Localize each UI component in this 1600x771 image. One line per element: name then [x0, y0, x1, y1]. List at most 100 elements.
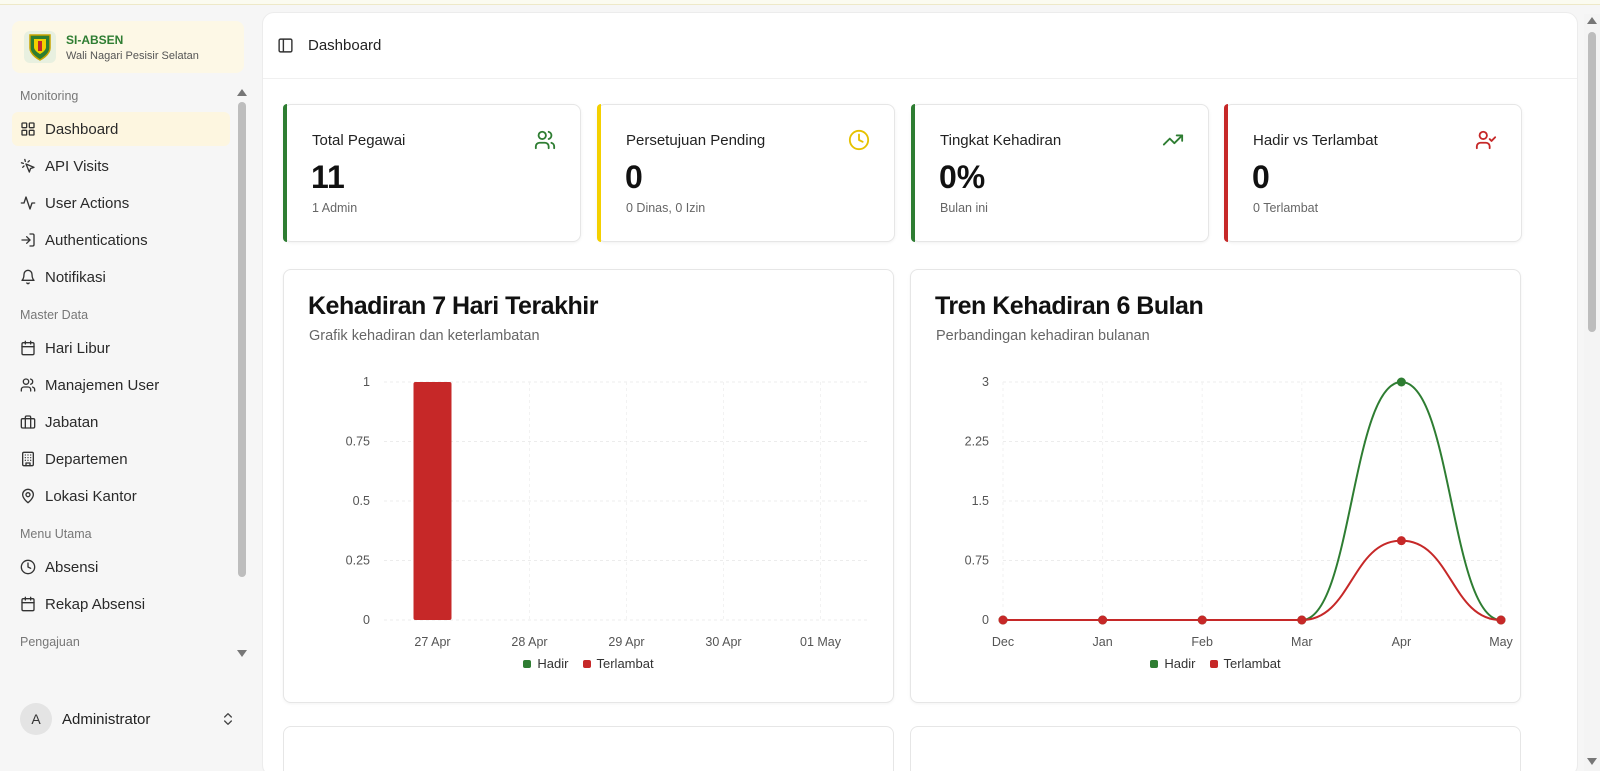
stat-title: Hadir vs Terlambat: [1253, 132, 1378, 149]
sidebar-item-authentications[interactable]: Authentications: [12, 223, 230, 257]
sidebar-toggle-icon[interactable]: [277, 37, 294, 54]
y-tick-label: 0: [982, 613, 989, 627]
sidebar-item-jabatan[interactable]: Jabatan: [12, 405, 230, 439]
scroll-up-icon[interactable]: [237, 89, 247, 96]
sidebar-item-label: Hari Libur: [45, 339, 111, 357]
stat-subtext: 0 Dinas, 0 Izin: [626, 201, 706, 215]
y-tick-label: 1: [363, 375, 370, 389]
legend-label: Terlambat: [1223, 656, 1281, 671]
sidebar-item-label: Rekap Absensi: [45, 595, 146, 613]
avatar: A: [20, 703, 52, 735]
sidebar-item-user-actions[interactable]: User Actions: [12, 186, 230, 220]
point-terlambat[interactable]: [1297, 615, 1307, 625]
sidebar-item-hari-libur[interactable]: Hari Libur: [12, 331, 230, 365]
legend-item-terlambat[interactable]: Terlambat: [1209, 656, 1281, 671]
sidebar-item-lokasi-kantor[interactable]: Lokasi Kantor: [12, 479, 230, 513]
chart-title: Tren Kehadiran 6 Bulan: [935, 292, 1204, 320]
scroll-down-icon[interactable]: [237, 650, 247, 657]
scroll-up-icon[interactable]: [1587, 17, 1597, 24]
x-tick-label: Dec: [992, 635, 1014, 649]
main-content: Dashboard Total Pegawai 11 1 Admin Perse…: [262, 12, 1578, 771]
bar-terlambat[interactable]: [413, 382, 452, 620]
x-tick-label: 29 Apr: [608, 635, 644, 649]
user-name: Administrator: [62, 710, 151, 728]
legend-label: Hadir: [537, 656, 569, 671]
stat-card-total-pegawai: Total Pegawai 11 1 Admin: [283, 104, 581, 242]
briefcase-icon: [20, 415, 36, 429]
scroll-thumb[interactable]: [1588, 32, 1596, 332]
point-terlambat[interactable]: [1396, 536, 1406, 546]
sidebar-item-label: Absensi: [45, 558, 99, 576]
y-tick-label: 1.5: [972, 494, 989, 508]
trending-up-icon: [1162, 134, 1184, 146]
sidebar-item-dashboard[interactable]: Dashboard: [12, 112, 230, 146]
clock-icon: [20, 559, 36, 575]
stat-subtext: Bulan ini: [940, 201, 988, 215]
chart-card-weekly: Kehadiran 7 Hari Terakhir Grafik kehadir…: [283, 269, 894, 703]
sidebar-item-manajemen-user[interactable]: Manajemen User: [12, 368, 230, 402]
chart-subtitle: Perbandingan kehadiran bulanan: [936, 328, 1150, 344]
sidebar-item-label: Jabatan: [45, 413, 99, 431]
sidebar-item-api-visits[interactable]: API Visits: [12, 149, 230, 183]
sidebar-item-label: Departemen: [45, 450, 128, 468]
sidebar-item-label: Notifikasi: [45, 268, 106, 286]
brand-subtitle: Wali Nagari Pesisir Selatan: [66, 49, 199, 62]
chart-legend: Hadir Terlambat: [284, 656, 893, 671]
sidebar: SI-ABSEN Wali Nagari Pesisir Selatan Mon…: [0, 5, 256, 771]
pointer-click-icon: [20, 158, 35, 173]
point-terlambat[interactable]: [1098, 615, 1108, 625]
layout-grid-icon: [21, 122, 35, 136]
legend-label: Hadir: [1164, 656, 1196, 671]
stat-accent-bar: [1224, 104, 1228, 242]
stat-accent-bar: [283, 104, 287, 242]
card-partial: [283, 726, 894, 771]
users-icon: [534, 130, 556, 150]
user-menu[interactable]: A Administrator: [12, 697, 244, 741]
legend-item-terlambat[interactable]: Terlambat: [582, 656, 654, 671]
point-hadir[interactable]: [1396, 377, 1406, 387]
sidebar-scrollbar[interactable]: [236, 85, 248, 665]
stat-card-persetujuan-pending: Persetujuan Pending 0 0 Dinas, 0 Izin: [597, 104, 895, 242]
stat-value: 0: [625, 159, 643, 195]
building-icon: [22, 451, 34, 467]
login-icon: [21, 233, 35, 247]
card-partial: [910, 726, 1521, 771]
x-tick-label: 01 May: [800, 635, 842, 649]
x-tick-label: 28 Apr: [511, 635, 547, 649]
stat-accent-bar: [911, 104, 915, 242]
brand[interactable]: SI-ABSEN Wali Nagari Pesisir Selatan: [12, 21, 244, 73]
stat-subtext: 1 Admin: [312, 201, 358, 215]
sidebar-item-rekap-absensi[interactable]: Rekap Absensi: [12, 587, 230, 621]
calendar-icon: [21, 596, 35, 612]
y-tick-label: 2.25: [965, 435, 989, 449]
scroll-thumb[interactable]: [238, 102, 246, 577]
y-tick-label: 0.75: [346, 435, 370, 449]
legend-item-hadir[interactable]: Hadir: [1150, 656, 1196, 671]
y-tick-label: 0: [363, 613, 370, 627]
sidebar-item-label: Dashboard: [45, 120, 119, 138]
legend-item-hadir[interactable]: Hadir: [523, 656, 569, 671]
stat-subtext: 0 Terlambat: [1253, 201, 1319, 215]
legend-label: Terlambat: [596, 656, 654, 671]
calendar-icon: [21, 340, 35, 356]
legend-swatch: [523, 659, 532, 668]
point-terlambat[interactable]: [998, 615, 1008, 625]
users-icon: [20, 378, 36, 392]
legend-swatch: [1150, 659, 1159, 668]
y-tick-label: 0.25: [346, 554, 370, 568]
x-tick-label: Mar: [1291, 635, 1313, 649]
sidebar-item-notifikasi[interactable]: Notifikasi: [12, 260, 230, 294]
point-terlambat[interactable]: [1496, 615, 1506, 625]
sidebar-item-departemen[interactable]: Departemen: [12, 442, 230, 476]
scroll-down-icon[interactable]: [1587, 758, 1597, 765]
x-tick-label: Feb: [1191, 635, 1213, 649]
page-scrollbar[interactable]: [1584, 14, 1600, 771]
bell-icon: [21, 269, 35, 285]
chart-legend: Hadir Terlambat: [911, 656, 1520, 671]
point-terlambat[interactable]: [1197, 615, 1207, 625]
stat-value: 11: [311, 159, 345, 195]
sidebar-item-label: Authentications: [45, 231, 148, 249]
sidebar-item-absensi[interactable]: Absensi: [12, 550, 230, 584]
stat-title: Total Pegawai: [312, 132, 406, 149]
legend-swatch: [1209, 659, 1218, 668]
